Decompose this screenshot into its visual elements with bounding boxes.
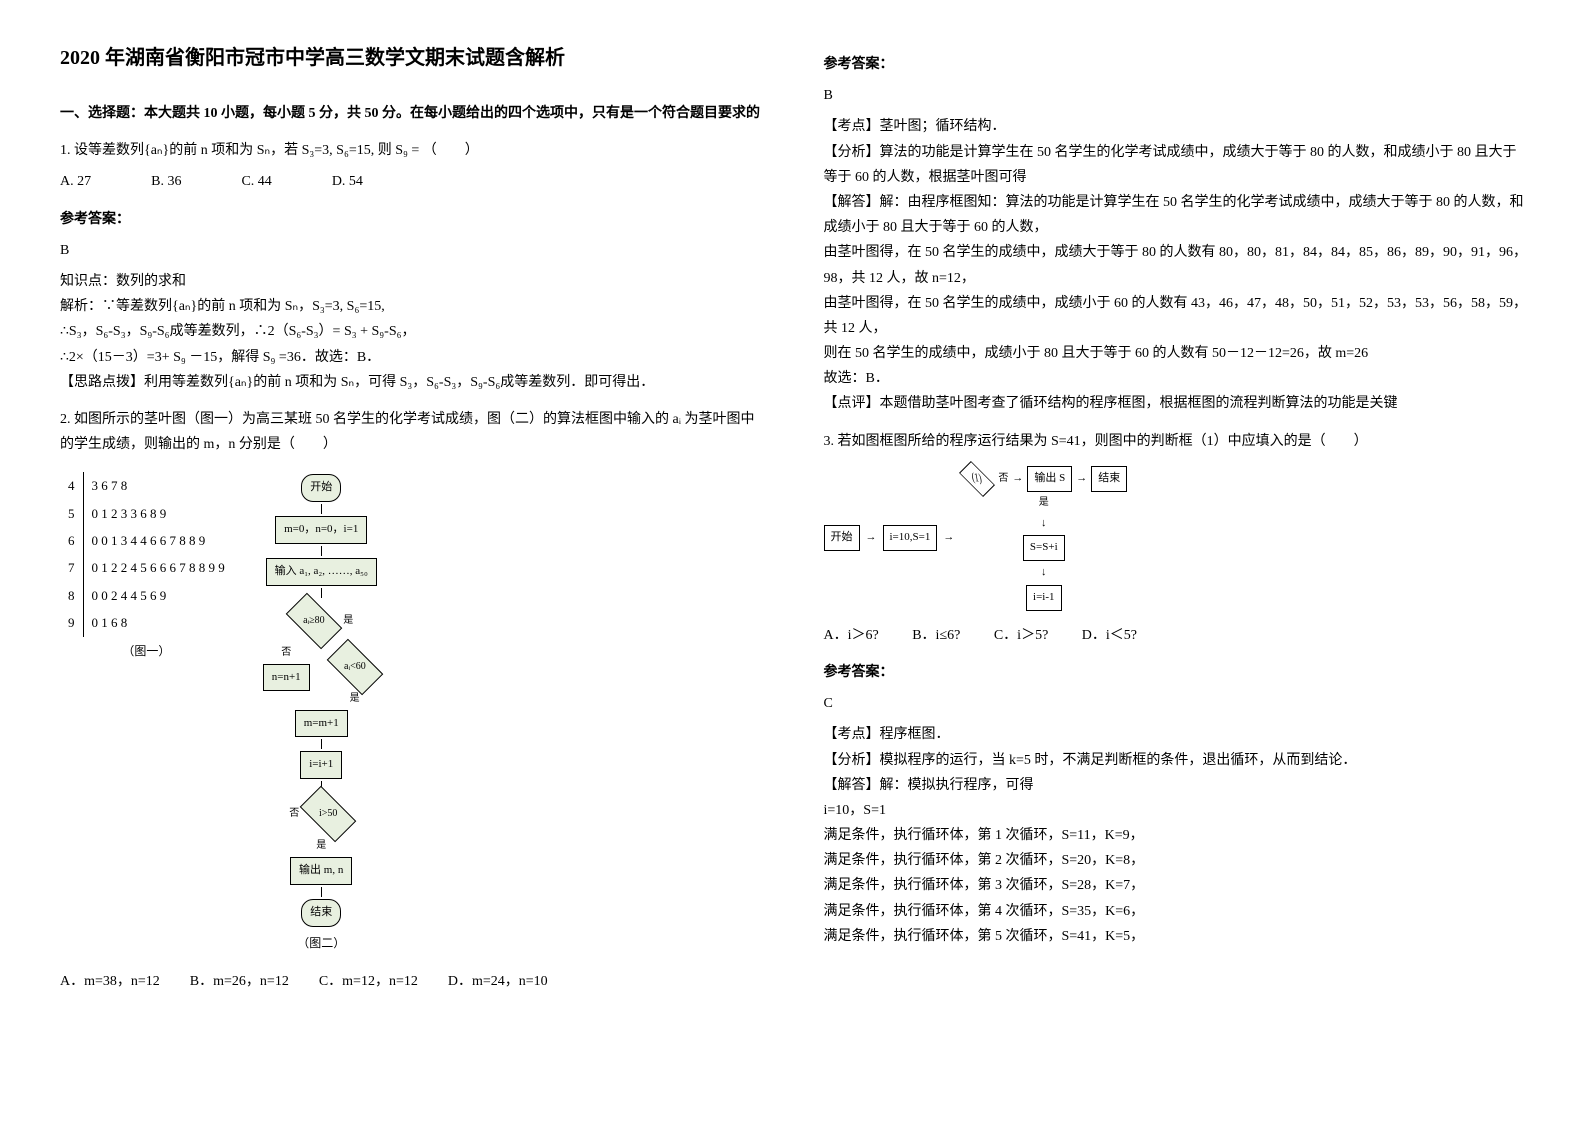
q1-knowledge: 知识点：数列的求和: [60, 269, 764, 294]
q3-answer: C: [824, 691, 1528, 716]
q2-l3: 【解答】解：由程序框图知：算法的功能是计算学生在 50 名学生的化学考试成绩中，…: [824, 190, 1528, 240]
q3-text: 3. 若如图框图所给的程序运行结果为 S=41，则图中的判断框（1）中应填入的是…: [824, 429, 1528, 454]
leaf-3: 0 1 2 2 4 5 6 6 6 7 8 8 9 9: [83, 554, 233, 581]
q3-l2: 【分析】模拟程序的运行，当 k=5 时，不满足判断框的条件，退出循环，从而到结论…: [824, 748, 1528, 773]
section-1-header: 一、选择题：本大题共 10 小题，每小题 5 分，共 50 分。在每小题给出的四…: [60, 101, 764, 126]
q2-l5: 由茎叶图得，在 50 名学生的成绩中，成绩小于 60 的人数有 43，46，47…: [824, 291, 1528, 341]
q3-l6: 满足条件，执行循环体，第 2 次循环，S=20，K=8，: [824, 848, 1528, 873]
q3-l5: 满足条件，执行循环体，第 1 次循环，S=11，K=9，: [824, 823, 1528, 848]
sfc-start: 开始: [824, 525, 860, 551]
q2-l4: 由茎叶图得，在 50 名学生的成绩中，成绩大于等于 80 的人数有 80，80，…: [824, 240, 1528, 290]
fc-b5: i=i+1: [300, 751, 342, 779]
fc-b4: m=m+1: [295, 710, 348, 738]
q2-l1: 【考点】茎叶图；循环结构．: [824, 114, 1528, 139]
q3-opt-d: D．i＜5?: [1082, 623, 1137, 648]
q2-opt-a: A．m=38，n=12: [60, 969, 160, 994]
q1-opt-c: C. 44: [241, 169, 271, 194]
flowchart-3: 开始 → i=10,S=1 → (1) 否 → 输出 S → 结束 是 ↓ S=…: [824, 466, 1528, 611]
stem-5: 9: [60, 609, 83, 636]
fc-yes3: 是: [316, 837, 326, 855]
right-column: 参考答案： B 【考点】茎叶图；循环结构． 【分析】算法的功能是计算学生在 50…: [824, 40, 1528, 1007]
sfc-out: 输出 S: [1027, 466, 1072, 492]
fc-b3: n=n+1: [263, 664, 310, 692]
stem-1: 5: [60, 500, 83, 527]
sfc-end: 结束: [1091, 466, 1127, 492]
stem-2: 6: [60, 527, 83, 554]
fc-d2: aᵢ<60: [326, 638, 383, 695]
leaf-0: 3 6 7 8: [83, 472, 233, 499]
q2-answer-label: 参考答案：: [824, 52, 1528, 77]
sfc-b2: S=S+i: [1023, 535, 1065, 561]
q3-l4: i=10，S=1: [824, 798, 1528, 823]
fc-b1: m=0，n=0，i=1: [275, 516, 367, 544]
q2-opt-d: D．m=24，n=10: [448, 969, 548, 994]
stem-3: 7: [60, 554, 83, 581]
q2-l7: 故选：B．: [824, 366, 1528, 391]
fig1-caption: （图一）: [60, 641, 233, 663]
q1-text: 1. 设等差数列{aₙ}的前 n 项和为 Sₙ，若 S₃=3, S₆=15, 则…: [60, 138, 764, 163]
stem-0: 4: [60, 472, 83, 499]
fc-start: 开始: [301, 474, 341, 502]
q1-line4: 【思路点拨】利用等差数列{aₙ}的前 n 项和为 Sₙ，可得 S₃，S₆-S₃，…: [60, 370, 764, 395]
question-3: 3. 若如图框图所给的程序运行结果为 S=41，则图中的判断框（1）中应填入的是…: [824, 429, 1528, 949]
fc-b6: 输出 m, n: [290, 857, 352, 885]
fc-d1: aᵢ≥80: [286, 592, 343, 649]
left-column: 2020 年湖南省衡阳市冠市中学高三数学文期末试题含解析 一、选择题：本大题共 …: [60, 40, 764, 1007]
q3-answer-label: 参考答案：: [824, 660, 1528, 685]
sfc-yes: 是: [1039, 494, 1049, 512]
page-title: 2020 年湖南省衡阳市冠市中学高三数学文期末试题含解析: [60, 40, 764, 76]
q2-opt-b: B．m=26，n=12: [190, 969, 289, 994]
leaf-2: 0 0 1 3 4 4 6 6 7 8 8 9: [83, 527, 233, 554]
q2-l6: 则在 50 名学生的成绩中，成绩小于 80 且大于等于 60 的人数有 50－1…: [824, 341, 1528, 366]
flowchart-2: 开始 m=0，n=0，i=1 输入 a₁, a₂, ……, a₅₀ aᵢ≥80 …: [263, 472, 380, 954]
stem-leaf-container: 43 6 7 8 50 1 2 3 3 6 8 9 60 0 1 3 4 4 6…: [60, 472, 233, 662]
fig2-caption: （图二）: [297, 933, 345, 955]
q3-l7: 满足条件，执行循环体，第 3 次循环，S=28，K=7，: [824, 873, 1528, 898]
q2-l2: 【分析】算法的功能是计算学生在 50 名学生的化学考试成绩中，成绩大于等于 80…: [824, 140, 1528, 190]
sfc-b3: i=i-1: [1026, 585, 1061, 611]
q1-opt-a: A. 27: [60, 169, 91, 194]
stem-leaf-plot: 43 6 7 8 50 1 2 3 3 6 8 9 60 0 1 3 4 4 6…: [60, 472, 233, 636]
q3-opt-a: A．i＞6?: [824, 623, 879, 648]
q1-answer-label: 参考答案：: [60, 207, 764, 232]
question-2: 2. 如图所示的茎叶图（图一）为高三某班 50 名学生的化学考试成绩，图（二）的…: [60, 407, 764, 995]
q3-opt-c: C．i＞5?: [994, 623, 1048, 648]
fc-end: 结束: [301, 899, 341, 927]
fc-no3: 否: [289, 805, 299, 823]
q1-line3: ∴2×（15－3）=3+ S₉ －15，解得 S₉ =36．故选：B．: [60, 345, 764, 370]
q3-l1: 【考点】程序框图．: [824, 722, 1528, 747]
leaf-5: 0 1 6 8: [83, 609, 233, 636]
q2-l8: 【点评】本题借助茎叶图考查了循环结构的程序框图，根据框图的流程判断算法的功能是关…: [824, 391, 1528, 416]
fc-d3: i>50: [300, 786, 357, 843]
fc-no1: 否: [281, 644, 291, 662]
q1-line1: 解析：∵等差数列{aₙ}的前 n 项和为 Sₙ，S₃=3, S₆=15,: [60, 294, 764, 319]
sfc-d1: (1): [959, 461, 995, 497]
q1-opt-b: B. 36: [151, 169, 181, 194]
sfc-b1: i=10,S=1: [883, 525, 938, 551]
fc-yes1: 是: [343, 612, 353, 630]
q3-l9: 满足条件，执行循环体，第 5 次循环，S=41，K=5，: [824, 924, 1528, 949]
stem-4: 8: [60, 582, 83, 609]
leaf-4: 0 0 2 4 4 5 6 9: [83, 582, 233, 609]
sfc-no: 否: [998, 470, 1008, 488]
q1-answer: B: [60, 238, 764, 263]
question-1: 1. 设等差数列{aₙ}的前 n 项和为 Sₙ，若 S₃=3, S₆=15, 则…: [60, 138, 764, 395]
q2-answer: B: [824, 83, 1528, 108]
q1-line2: ∴S₃，S₆-S₃，S₉-S₆成等差数列，∴2（S₆-S₃）= S₃ + S₉-…: [60, 319, 764, 344]
leaf-1: 0 1 2 3 3 6 8 9: [83, 500, 233, 527]
q2-opt-c: C．m=12，n=12: [319, 969, 418, 994]
q3-opt-b: B．i≤6?: [912, 623, 960, 648]
q3-l8: 满足条件，执行循环体，第 4 次循环，S=35，K=6，: [824, 899, 1528, 924]
q1-opt-d: D. 54: [332, 169, 363, 194]
q3-l3: 【解答】解：模拟执行程序，可得: [824, 773, 1528, 798]
fc-b2: 输入 a₁, a₂, ……, a₅₀: [266, 558, 377, 586]
q2-text: 2. 如图所示的茎叶图（图一）为高三某班 50 名学生的化学考试成绩，图（二）的…: [60, 407, 764, 457]
